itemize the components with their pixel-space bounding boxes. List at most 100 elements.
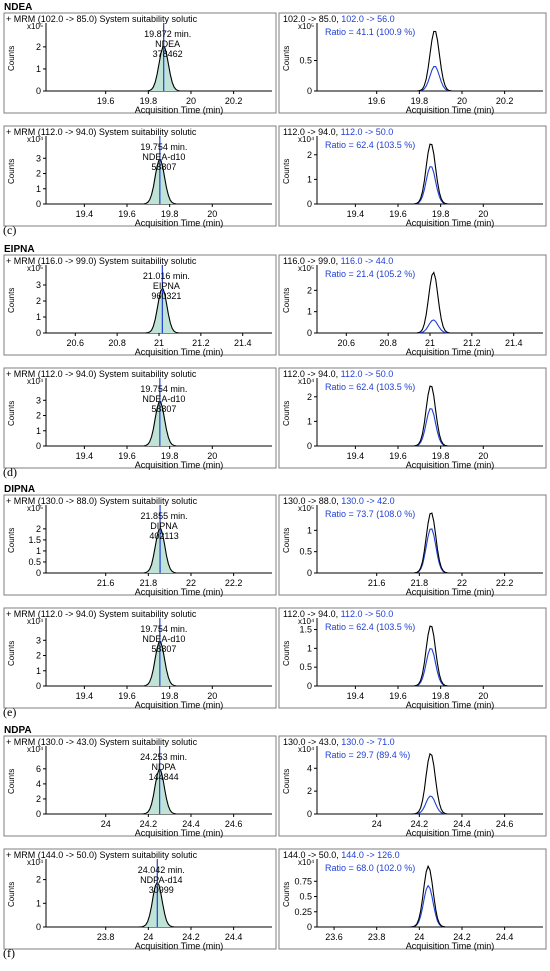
x-tick-label: 19.6 [389, 209, 407, 219]
header-qual-transition: 130.0 -> 42.0 [341, 496, 394, 506]
x-tick-label: 23.8 [97, 932, 115, 942]
y-axis-label: Counts [282, 46, 291, 71]
y-exponent: x10⁴ [27, 377, 44, 386]
x-tick-label: 24.4 [182, 819, 200, 829]
x-axis-title: Acquisition Time (min) [135, 347, 224, 357]
y-tick-label: 1 [307, 174, 312, 184]
header-quant-transition: 130.0 -> 43.0, [283, 737, 341, 747]
y-tick-label: 1 [36, 312, 41, 322]
x-tick-label: 21.6 [368, 578, 386, 588]
ion-ratio-label: Ratio = 21.4 (105.2 %) [325, 269, 415, 279]
y-axis-label: Counts [7, 288, 16, 313]
y-exponent: x10⁴ [298, 377, 315, 386]
x-tick-label: 23.6 [325, 932, 343, 942]
x-tick-label: 21 [425, 338, 435, 348]
x-tick-label: 19.4 [347, 209, 365, 219]
y-tick-label: 1.5 [299, 625, 312, 635]
panel-header: 116.0 -> 99.0, 116.0 -> 44.0 [283, 256, 393, 266]
panel-frame [3, 848, 277, 950]
x-tick-label: 20 [478, 451, 488, 461]
quant-peak-line [317, 143, 543, 205]
header-quant-transition: 102.0 -> 85.0, [283, 14, 341, 24]
x-tick-label: 19.8 [411, 96, 429, 106]
y-tick-label: 0 [36, 568, 41, 578]
panel-header: + MRM (112.0 -> 94.0) System suitability… [6, 369, 197, 379]
panel-header: 112.0 -> 94.0, 112.0 -> 50.0 [283, 369, 393, 379]
x-tick-label: 20 [207, 451, 217, 461]
section-eipna: EIPNA+ MRM (116.0 -> 99.0) System suitab… [3, 244, 547, 479]
panel-frame [3, 735, 277, 837]
x-tick-label: 19.8 [432, 451, 450, 461]
compound-label: NDPA [151, 762, 175, 772]
x-tick-label: 24 [414, 932, 424, 942]
x-tick-label: 19.8 [161, 451, 179, 461]
y-exponent: x10⁵ [27, 504, 43, 513]
x-tick-label: 20.6 [67, 338, 85, 348]
header-qual-transition: 116.0 -> 44.0 [341, 256, 394, 266]
section-dipna: DIPNA+ MRM (130.0 -> 88.0) System suitab… [3, 484, 547, 719]
x-tick-label: 19.4 [76, 691, 94, 701]
y-exponent: x10⁵ [298, 504, 314, 513]
retention-time-label: 21.016 min. [143, 271, 190, 281]
x-tick-label: 20.8 [108, 338, 126, 348]
panel-header: 144.0 -> 50.0, 144.0 -> 126.0 [283, 850, 400, 860]
y-tick-label: 0 [36, 86, 41, 96]
x-axis-title: Acquisition Time (min) [135, 941, 224, 951]
x-tick-label: 20 [457, 96, 467, 106]
y-exponent: x10⁵ [27, 264, 43, 273]
x-tick-label: 24.6 [496, 819, 514, 829]
y-tick-label: 0 [36, 441, 41, 451]
y-tick-label: 0 [307, 199, 312, 209]
x-axis-title: Acquisition Time (min) [135, 218, 224, 228]
header-quant-transition: 112.0 -> 94.0, [283, 609, 341, 619]
y-tick-label: 1 [36, 426, 41, 436]
quant-peak-line [46, 768, 272, 815]
x-tick-label: 22.2 [496, 578, 514, 588]
x-tick-label: 19.6 [389, 451, 407, 461]
y-tick-label: 0.5 [299, 662, 312, 672]
x-tick-label: 21.2 [192, 338, 210, 348]
ion-ratio-label: Ratio = 62.4 (103.5 %) [325, 622, 415, 632]
y-tick-label: 1 [307, 307, 312, 317]
x-tick-label: 20 [186, 96, 196, 106]
x-tick-label: 19.8 [432, 209, 450, 219]
panel-frame [278, 367, 547, 469]
x-tick-label: 24.2 [182, 932, 200, 942]
y-tick-label: 0.5 [28, 557, 41, 567]
y-tick-label: 6 [36, 764, 41, 774]
compound-label: NDEA-d10 [142, 152, 185, 162]
panel-header: 102.0 -> 85.0, 102.0 -> 56.0 [283, 14, 395, 24]
ion-ratio-label: Ratio = 62.4 (103.5 %) [325, 382, 415, 392]
section-ndea: NDEA+ MRM (102.0 -> 85.0) System suitabi… [3, 2, 547, 237]
y-axis-label: Counts [282, 159, 291, 184]
x-tick-label: 20.2 [496, 96, 514, 106]
y-tick-label: 2 [36, 794, 41, 804]
ion-ratio-label: Ratio = 29.7 (89.4 %) [325, 750, 410, 760]
x-tick-label: 21.4 [234, 338, 252, 348]
quant-peak-line [46, 528, 272, 574]
ion-ratio-label: Ratio = 62.4 (103.5 %) [325, 140, 415, 150]
panel-header: + MRM (112.0 -> 94.0) System suitability… [6, 127, 197, 137]
panel-frame [3, 125, 277, 227]
x-tick-label: 22.2 [225, 578, 243, 588]
y-exponent: x10⁴ [27, 135, 44, 144]
y-tick-label: 4 [307, 763, 312, 773]
y-tick-label: 0 [36, 199, 41, 209]
quant-peak-line [46, 46, 272, 92]
quant-peak-line [46, 287, 272, 334]
quant-peak-line [317, 625, 543, 687]
panel-frame [278, 254, 547, 356]
compound-label: NDEA-d10 [142, 634, 185, 644]
header-qual-transition: 130.0 -> 71.0 [341, 737, 394, 747]
x-tick-label: 21.6 [97, 578, 115, 588]
y-tick-label: 2 [36, 524, 41, 534]
y-tick-label: 0 [36, 328, 41, 338]
quant-peak-line [46, 159, 272, 205]
x-tick-label: 19.4 [76, 209, 94, 219]
y-axis-label: Counts [7, 401, 16, 426]
y-tick-label: 1 [36, 898, 41, 908]
y-tick-label: 1 [307, 525, 312, 535]
peak-area-label: 402113 [149, 531, 178, 541]
y-axis-label: Counts [282, 401, 291, 426]
retention-time-label: 21.855 min. [141, 511, 188, 521]
